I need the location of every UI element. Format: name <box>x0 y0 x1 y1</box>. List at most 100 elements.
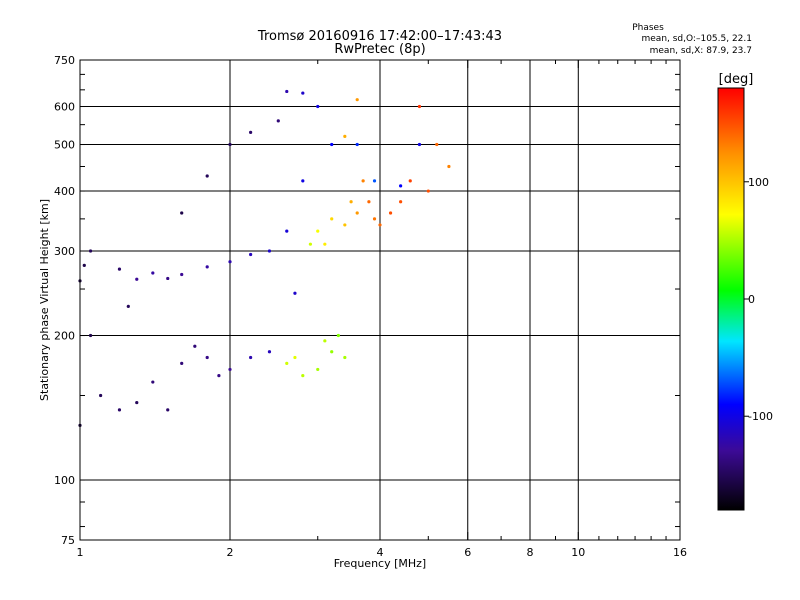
data-point <box>343 134 347 138</box>
data-point <box>88 333 93 338</box>
data-point <box>308 242 313 246</box>
data-point <box>323 242 327 246</box>
x-tick-label: 8 <box>527 546 534 559</box>
colorbar <box>717 87 745 511</box>
data-point <box>316 367 320 372</box>
data-point <box>378 223 382 227</box>
data-point <box>249 252 253 257</box>
data-point <box>217 374 221 378</box>
y-tick-label: 750 <box>54 54 75 67</box>
data-point <box>99 393 103 398</box>
y-tick-label: 600 <box>54 101 75 114</box>
data-point <box>82 263 86 267</box>
data-point <box>388 211 393 215</box>
x-tick-label: 6 <box>464 546 471 559</box>
y-tick-label: 500 <box>54 139 75 152</box>
colorbar-tick-label: 0 <box>748 293 755 306</box>
chart-title: Tromsø 20160916 17:42:00–17:43:43 <box>257 29 502 44</box>
data-point <box>88 249 93 253</box>
x-axis-label: Frequency [MHz] <box>334 557 426 570</box>
data-point <box>285 361 289 365</box>
data-point <box>367 200 371 204</box>
data-point <box>316 229 320 233</box>
data-point <box>301 91 305 95</box>
data-point <box>249 355 253 360</box>
data-point <box>399 184 403 188</box>
data-point <box>417 104 422 109</box>
y-tick-label: 200 <box>54 330 75 343</box>
data-point <box>330 217 334 221</box>
data-point <box>166 408 170 412</box>
data-point <box>228 142 232 147</box>
chart-subtitle: RwPretec (8p) <box>334 42 425 57</box>
data-point <box>249 130 253 134</box>
data-point <box>349 200 353 204</box>
colorbar-tick-label: 100 <box>748 176 769 189</box>
x-axis-ticks: 1 2 4 6 8 10 16 <box>77 60 687 559</box>
data-point <box>426 189 430 193</box>
data-point <box>343 355 347 360</box>
data-point <box>355 98 359 102</box>
data-point <box>228 260 232 264</box>
grid-lines <box>80 60 680 540</box>
data-point <box>151 380 155 384</box>
data-point <box>205 265 209 269</box>
data-point <box>126 304 130 309</box>
y-tick-label: 100 <box>54 474 75 487</box>
data-point <box>180 211 184 215</box>
data-point <box>293 291 297 295</box>
data-point <box>180 272 184 277</box>
data-point <box>166 276 170 281</box>
data-point <box>372 217 377 221</box>
data-point <box>417 142 422 147</box>
data-point <box>205 355 209 360</box>
data-point <box>372 179 377 183</box>
colorbar-ticks: 100 0 -100 <box>744 176 773 423</box>
data-point <box>399 200 403 204</box>
data-point <box>301 179 305 183</box>
data-point <box>336 333 340 338</box>
y-tick-label: 400 <box>54 185 75 198</box>
data-points <box>78 89 451 427</box>
data-point <box>267 249 272 253</box>
data-point <box>361 179 365 183</box>
x-tick-label: 10 <box>571 546 585 559</box>
x-tick-label: 1 <box>77 546 84 559</box>
data-point <box>301 374 305 378</box>
data-point <box>330 350 334 354</box>
data-point <box>408 179 412 183</box>
data-point <box>135 400 139 405</box>
data-point <box>267 350 272 354</box>
data-point <box>205 174 209 178</box>
data-point <box>293 355 297 360</box>
y-tick-label: 300 <box>54 245 75 258</box>
data-point <box>330 142 334 147</box>
data-point <box>117 408 122 412</box>
data-point <box>285 89 289 94</box>
data-point <box>151 271 155 275</box>
y-tick-label: 75 <box>61 534 75 547</box>
data-point <box>316 104 320 109</box>
data-point <box>285 229 289 233</box>
data-point <box>117 267 122 271</box>
data-point <box>193 344 197 348</box>
data-point <box>355 211 359 215</box>
data-point <box>447 164 451 169</box>
data-point <box>323 339 327 343</box>
phases-o-stats: mean, sd,O:–105.5, 22.1 <box>642 34 753 44</box>
data-point <box>355 142 359 147</box>
data-point <box>435 142 439 147</box>
data-point <box>228 367 232 372</box>
data-point <box>135 277 139 281</box>
phases-x-stats: mean, sd,X: 87.9, 23.7 <box>650 46 752 56</box>
y-axis-ticks: 75 100 200 300 400 500 600 750 <box>54 54 680 547</box>
x-tick-label: 2 <box>227 546 234 559</box>
data-point <box>343 223 347 227</box>
data-point <box>276 119 280 123</box>
x-tick-label: 16 <box>673 546 687 559</box>
phases-heading: Phases <box>632 23 664 33</box>
x-tick-label: 4 <box>377 546 384 559</box>
y-axis-label: Stationary phase Virtual Height [km] <box>38 199 51 401</box>
data-point <box>180 361 184 365</box>
